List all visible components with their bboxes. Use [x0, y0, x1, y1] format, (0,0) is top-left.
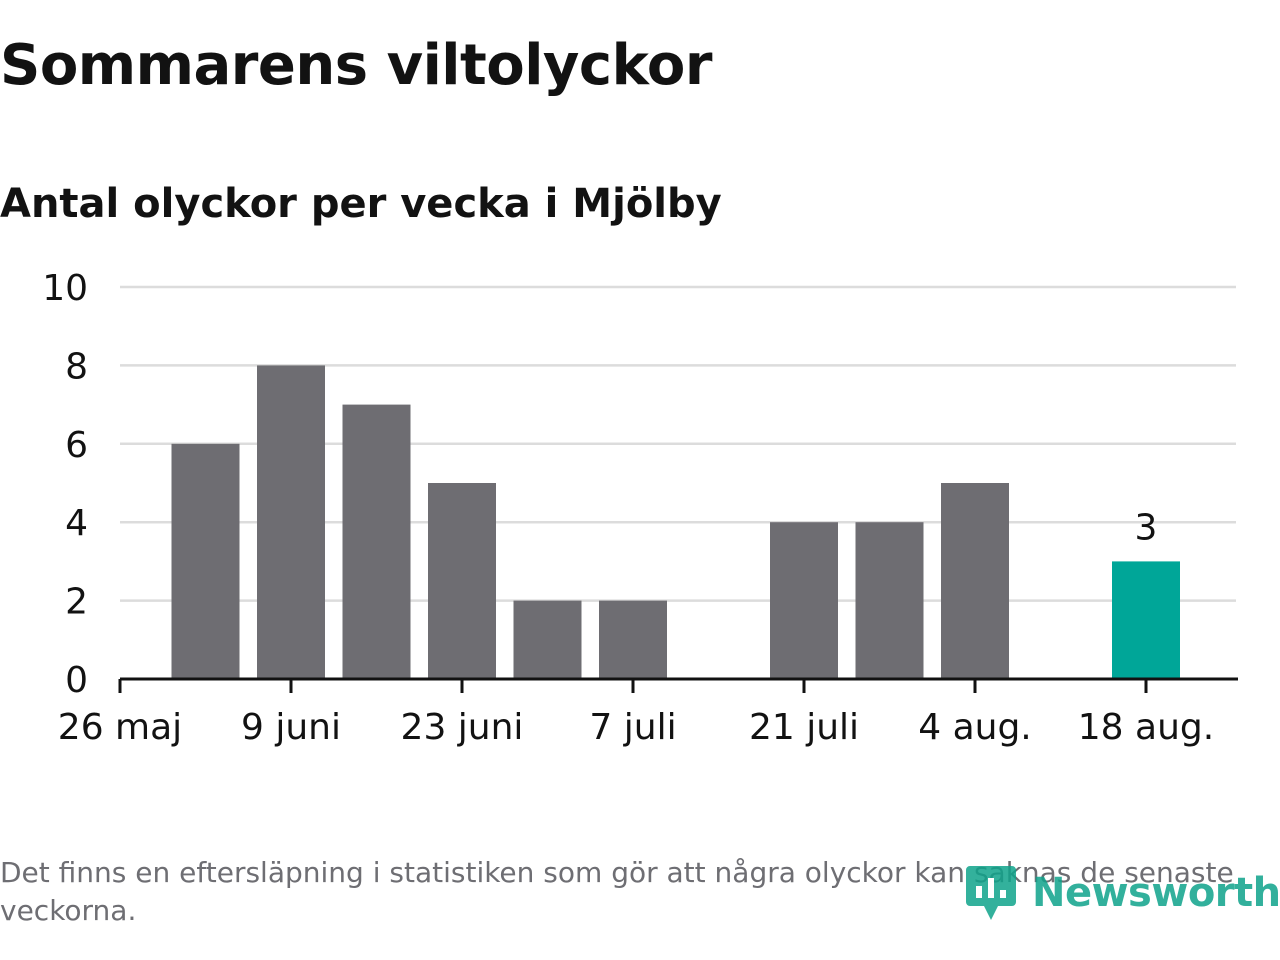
bar-chart: 0 2 4 6 8 10 3 26 maj 9 juni 23 juni 7 juli 21 juli… [42, 268, 1238, 748]
bar [599, 600, 667, 679]
x-tick-label: 18 aug. [1078, 707, 1214, 748]
brand-logo: Newsworthy [964, 862, 1280, 924]
newsworthy-logo-icon [966, 866, 1016, 920]
x-tick-label: 21 juli [749, 707, 859, 748]
bar-value-label: 3 [1135, 507, 1158, 548]
y-tick-label: 0 [65, 660, 88, 701]
x-tick-label: 9 juni [241, 707, 341, 748]
bar [770, 522, 838, 679]
x-axis [118, 677, 1238, 693]
bar [428, 483, 496, 679]
brand-name: Newsworthy [1032, 870, 1280, 916]
y-tick-label: 8 [65, 346, 88, 387]
bar [513, 600, 582, 679]
bar [855, 522, 924, 679]
x-tick-label: 26 maj [58, 707, 182, 748]
bar [257, 365, 325, 679]
y-tick-label: 6 [65, 425, 88, 466]
footnote: Det finns en eftersläpning i statistiken… [0, 856, 1234, 927]
bar [941, 483, 1009, 679]
bar [342, 404, 411, 679]
chart-subtitle: Antal olyckor per vecka i Mjölby [0, 181, 722, 227]
bars [171, 365, 1180, 679]
axis-labels: 0 2 4 6 8 10 3 26 maj 9 juni 23 juni 7 juli 21 juli… [42, 268, 1214, 748]
x-tick-label: 7 juli [589, 707, 676, 748]
x-tick-label: 4 aug. [918, 707, 1032, 748]
y-tick-label: 2 [65, 582, 88, 623]
y-tick-label: 4 [65, 503, 88, 544]
bar [171, 443, 240, 679]
x-tick-label: 23 juni [401, 707, 524, 748]
y-tick-label: 10 [42, 268, 88, 309]
chart-title: Sommarens viltolyckor [0, 33, 712, 98]
bar [1112, 561, 1180, 679]
